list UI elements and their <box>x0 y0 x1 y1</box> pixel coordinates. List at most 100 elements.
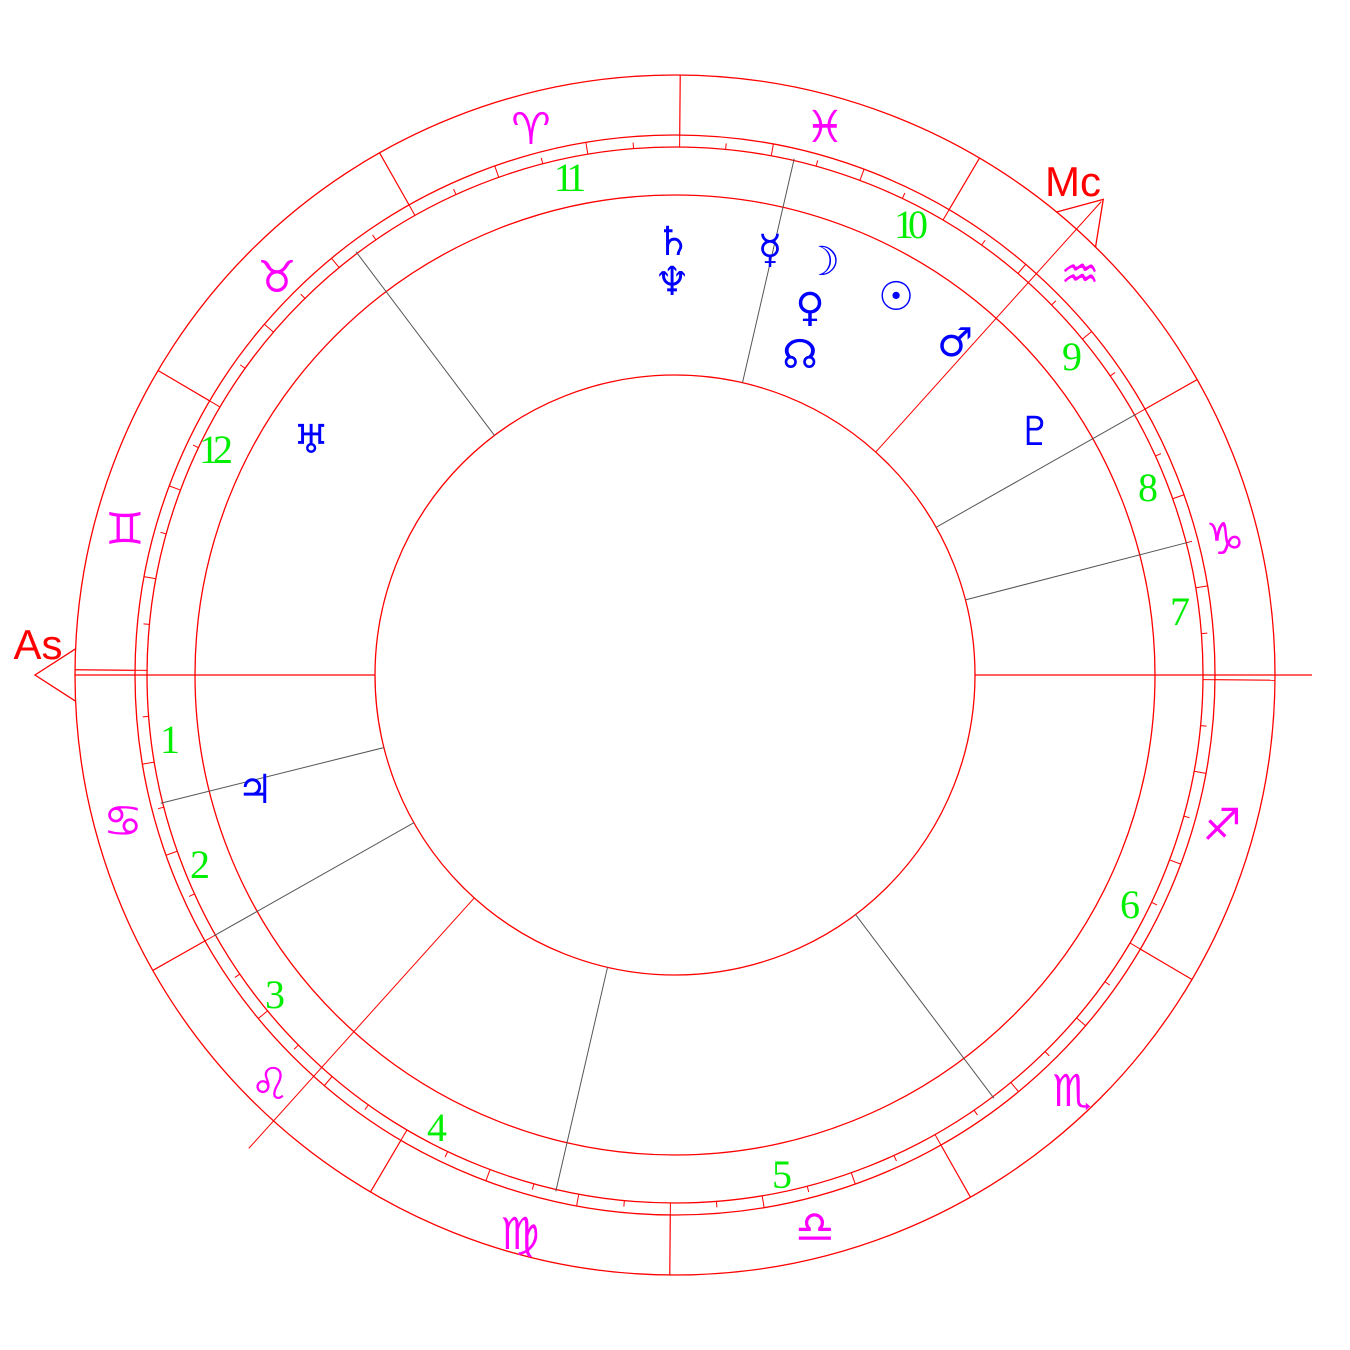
degree-tick <box>1194 770 1207 774</box>
degree-tick <box>293 1044 299 1050</box>
degree-tick <box>192 444 199 449</box>
house-9-label: 9 <box>1062 334 1082 379</box>
sign-libra-icon: ♎ <box>795 1202 835 1253</box>
house-cusp-line <box>741 158 795 383</box>
house-cusp-line <box>855 914 995 1099</box>
ascendant-arrow-icon <box>33 648 76 702</box>
degree-tick <box>494 165 500 178</box>
degree-tick <box>372 234 377 241</box>
sign-boundary <box>940 1144 971 1198</box>
degree-tick <box>725 143 727 150</box>
house-cusp-line <box>213 822 415 937</box>
degree-tick <box>576 1194 580 1207</box>
degree-tick <box>142 761 155 765</box>
uranus-icon: ♅ <box>293 417 329 463</box>
degree-tick <box>901 192 906 199</box>
sun-icon: ☉ <box>878 274 914 320</box>
house-11-label: 11 <box>553 155 586 200</box>
degree-tick <box>1017 264 1027 274</box>
house-5-label: 5 <box>772 1152 792 1197</box>
degree-tick <box>485 1169 491 1181</box>
degree-tick <box>850 1172 856 1185</box>
sign-virgo-icon: ♍ <box>500 1209 540 1260</box>
sign-pisces-icon: ♓ <box>805 102 845 153</box>
degree-tick <box>815 160 819 167</box>
degree-tick <box>258 1010 268 1019</box>
pluto-icon: ♇ <box>1017 409 1053 455</box>
mars-icon: ♂ <box>937 320 973 366</box>
sign-taurus-icon: ♉ <box>257 252 297 303</box>
degree-tick <box>453 188 457 195</box>
house-cusp-line <box>555 967 609 1192</box>
midheaven-label: Mc <box>1045 158 1101 205</box>
sign-boundary <box>679 75 681 136</box>
degree-tick <box>981 239 986 246</box>
sign-boundary <box>379 152 410 206</box>
degree-tick <box>761 1195 765 1208</box>
sign-gemini-icon: ♊ <box>105 504 145 555</box>
midheaven-line <box>875 201 1102 453</box>
house-cusp-line <box>160 747 385 804</box>
degree-tick <box>531 1183 535 1190</box>
house-7-label: 7 <box>1170 589 1190 634</box>
ring <box>374 374 976 976</box>
house-cusp-line <box>935 413 1137 528</box>
degree-tick <box>160 531 167 535</box>
midheaven-arrow-icon <box>1056 198 1105 248</box>
degree-tick <box>209 400 221 408</box>
ascendant-label: As <box>13 621 63 668</box>
saturn-icon: ♄ <box>655 219 691 265</box>
degree-tick <box>1151 901 1158 906</box>
sign-aries-icon: ♈ <box>511 104 551 155</box>
degree-tick <box>585 142 589 155</box>
degree-tick <box>188 893 195 897</box>
house-4-label: 4 <box>427 1105 447 1150</box>
degree-tick <box>806 1186 810 1193</box>
north-node-icon: ☊ <box>782 332 818 378</box>
degree-tick <box>143 576 156 580</box>
degree-tick <box>770 143 774 156</box>
degree-tick <box>1109 372 1116 377</box>
degree-tick <box>169 485 181 491</box>
sign-scorpio-icon: ♏ <box>1052 1066 1092 1117</box>
degree-tick <box>1104 981 1111 986</box>
degree-tick <box>408 204 416 216</box>
house-1-label: 1 <box>160 717 180 762</box>
degree-tick <box>1195 585 1208 589</box>
house-8-label: 8 <box>1138 465 1158 510</box>
degree-tick <box>143 623 150 625</box>
house-cusp-line <box>355 251 495 436</box>
degree-tick <box>364 1104 369 1111</box>
neptune-icon: ♆ <box>654 259 690 305</box>
degree-tick <box>157 806 164 810</box>
degree-tick <box>400 1129 408 1141</box>
venus-icon: ♀ <box>795 285 825 331</box>
degree-tick <box>942 209 950 221</box>
degree-tick <box>165 850 178 856</box>
degree-tick <box>1051 300 1057 306</box>
sign-boundary <box>75 669 136 671</box>
house-3-label: 3 <box>265 972 285 1017</box>
jupiter-icon: ♃ <box>237 767 273 813</box>
sign-boundary <box>669 1214 671 1275</box>
degree-tick <box>623 1200 625 1207</box>
degree-tick <box>300 293 306 299</box>
degree-tick <box>934 1134 942 1146</box>
degree-tick <box>1183 815 1190 819</box>
sign-boundary <box>152 940 206 971</box>
degree-tick <box>1010 1082 1019 1092</box>
degree-tick <box>1082 331 1092 340</box>
degree-tick <box>1129 942 1141 950</box>
sign-aquarius-icon: ♒ <box>1060 249 1100 300</box>
degree-tick <box>331 258 340 268</box>
sign-boundary <box>948 157 981 211</box>
degree-tick <box>1155 453 1162 457</box>
sign-leo-icon: ♌ <box>250 1059 290 1110</box>
degree-tick <box>1172 494 1185 500</box>
degree-tick <box>1044 1051 1050 1057</box>
degree-tick <box>264 323 274 333</box>
sign-capricorn-icon: ♑ <box>1205 514 1245 565</box>
sign-boundary <box>1144 379 1198 410</box>
sign-boundary <box>1139 948 1193 981</box>
